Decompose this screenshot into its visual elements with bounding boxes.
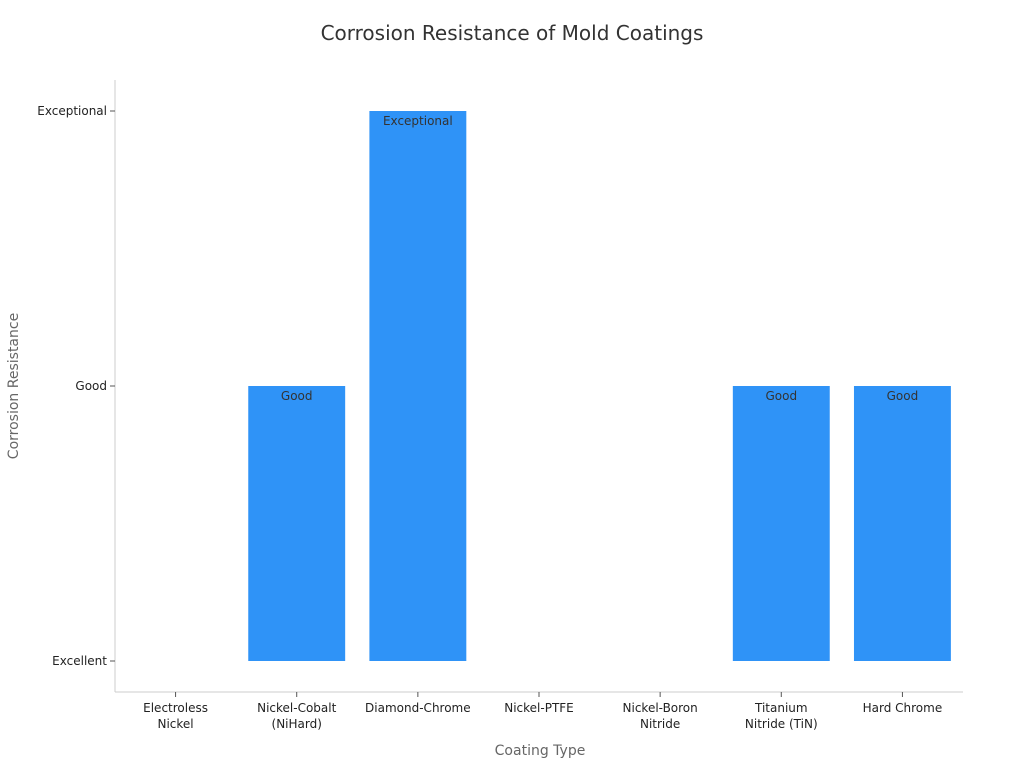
x-tick-label-line: Nickel-Cobalt [257,701,337,715]
x-tick-label: Diamond-Chrome [365,701,471,715]
bar [248,386,346,661]
x-tick-label: Titanium Nitride (TiN) [745,701,818,731]
x-tick-label-line: Nitride (TiN) [745,717,818,731]
x-axis-label: Coating Type [495,743,586,759]
bar [853,386,951,661]
x-tick-label: Electroless Nickel [143,701,208,731]
x-ticks-group: Electroless Nickel Nickel-Cobalt (NiHard) Di… [143,692,942,731]
y-tick-label: Good [75,379,107,393]
y-ticks-group: Excellent Good Exceptional [37,104,115,668]
bar-data-label: Good [281,389,313,403]
x-tick-label-line: Nickel-Boron [623,701,698,715]
y-tick-label: Excellent [52,654,107,668]
y-tick-label: Exceptional [37,104,107,118]
x-tick-label-line: Nickel [157,717,193,731]
y-axis-label: Corrosion Resistance [6,313,22,459]
bar-data-label: Good [887,389,919,403]
bars-group: Good Exceptional Good Good [248,111,951,661]
x-tick-label: Nickel-Cobalt (NiHard) [257,701,337,731]
x-tick-label-line: Nickel-PTFE [504,701,574,715]
bar [732,386,830,661]
chart-title: Corrosion Resistance of Mold Coatings [321,21,704,45]
x-tick-label: Hard Chrome [863,701,943,715]
x-tick-label-line: Nitride [640,717,680,731]
x-tick-label-line: (NiHard) [272,717,322,731]
x-tick-label-line: Hard Chrome [863,701,943,715]
x-tick-label: Nickel-PTFE [504,701,574,715]
bar-data-label: Good [765,389,797,403]
bar [369,111,467,661]
x-tick-label-line: Titanium [754,701,808,715]
bar-data-label: Exceptional [383,114,453,128]
x-tick-label-line: Diamond-Chrome [365,701,471,715]
x-tick-label-line: Electroless [143,701,208,715]
x-tick-label: Nickel-Boron Nitride [623,701,698,731]
